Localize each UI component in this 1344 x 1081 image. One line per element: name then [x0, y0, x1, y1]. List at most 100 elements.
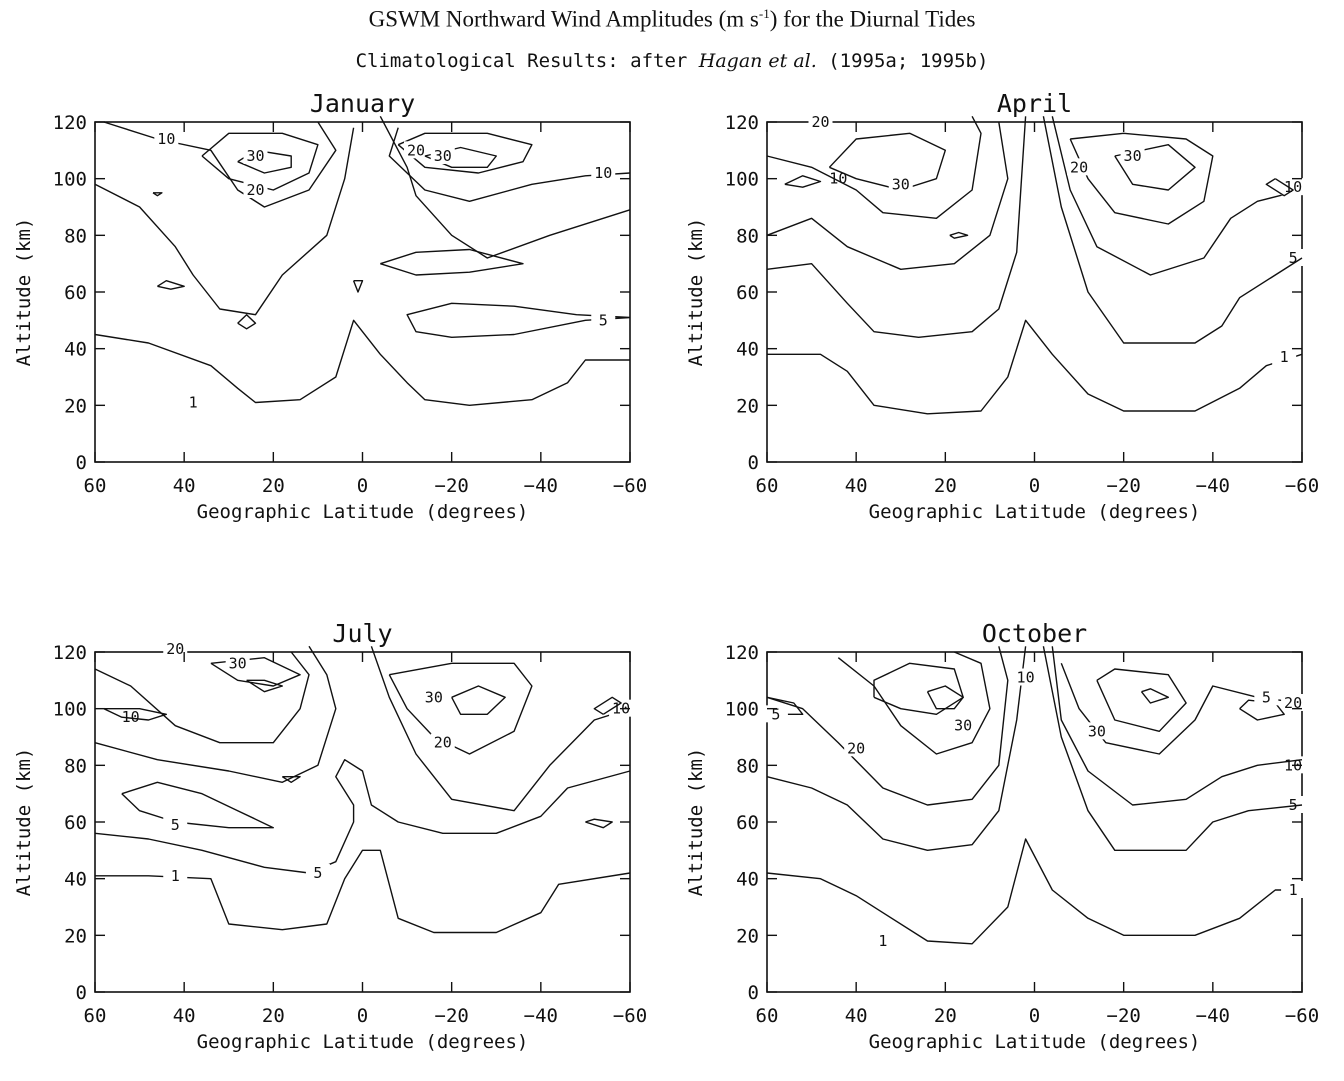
- contour-label-bg: [305, 864, 330, 881]
- x-axis-label: Geographic Latitude (degrees): [869, 501, 1201, 523]
- contour-line: [388, 127, 631, 202]
- x-tick-label: −40: [1196, 475, 1230, 497]
- contour-label: 5: [599, 311, 608, 329]
- contour-line: [281, 776, 301, 783]
- contour-label: 30: [1088, 722, 1106, 740]
- contour-label-bg: [243, 181, 268, 198]
- y-tick-label: 120: [53, 112, 87, 134]
- x-tick-label: −60: [1285, 475, 1319, 497]
- x-tick-label: 20: [934, 1005, 957, 1027]
- contour-line: [1140, 688, 1169, 704]
- contour-line: [380, 248, 524, 276]
- x-axis-label: Geographic Latitude (degrees): [197, 1031, 529, 1053]
- y-tick-label: 100: [53, 169, 87, 191]
- contour-label-bg: [808, 113, 833, 130]
- contour-label-bg: [1281, 694, 1306, 711]
- y-axis-label: Altitude (km): [685, 748, 707, 897]
- contour-line: [766, 838, 1302, 945]
- contour-line: [828, 132, 946, 191]
- contour-label: 20: [847, 739, 865, 757]
- y-tick-label: 20: [736, 395, 759, 417]
- contour-label-bg: [154, 130, 179, 147]
- contour-label-bg: [951, 716, 976, 734]
- contour-label-bg: [870, 932, 895, 949]
- contour-label-bg: [1067, 158, 1092, 176]
- contour-line: [201, 132, 319, 191]
- y-tick-label: 60: [736, 282, 759, 304]
- x-tick-label: 60: [756, 475, 779, 497]
- contour-label-bg: [1084, 722, 1109, 740]
- contour-line: [451, 685, 506, 715]
- x-tick-label: −20: [435, 475, 469, 497]
- contour-label: 5: [1289, 249, 1298, 267]
- contour-label-bg: [1254, 688, 1279, 706]
- y-tick-label: 120: [725, 642, 759, 664]
- contour-label-bg: [181, 393, 206, 411]
- contour-line: [784, 175, 822, 188]
- contour-line: [352, 280, 364, 293]
- x-tick-label: −40: [524, 475, 558, 497]
- contour-label: 30: [434, 147, 452, 165]
- contour-line: [593, 696, 622, 715]
- contour-label: 1: [171, 867, 180, 885]
- title-unit-exponent: -1: [758, 6, 770, 21]
- contour-line: [1265, 178, 1294, 197]
- contour-label: 20: [811, 113, 829, 131]
- title-rest: ) for the Diurnal Tides: [769, 6, 976, 32]
- contour-label-bg: [430, 147, 455, 164]
- figure-subtitle: Climatological Results: after Hagan et a…: [0, 50, 1344, 72]
- contour-label: 20: [166, 640, 184, 658]
- contour-line: [94, 127, 355, 316]
- contour-label-bg: [888, 175, 913, 193]
- contour-label: 10: [1284, 178, 1302, 196]
- contour-label-bg: [1013, 668, 1038, 686]
- contour-label: 30: [425, 688, 443, 706]
- contour-line: [152, 192, 163, 197]
- contour-label-bg: [763, 705, 788, 723]
- subtitle-years: (1995a; 1995b): [816, 50, 989, 72]
- x-tick-label: 20: [262, 475, 285, 497]
- contour-label: 30: [229, 654, 247, 672]
- contour-label-bg: [118, 708, 143, 726]
- contour-line: [767, 319, 1303, 415]
- chart-title: April: [997, 89, 1072, 118]
- contour-label: 5: [171, 816, 180, 834]
- contour-line: [157, 280, 185, 290]
- contour-line: [370, 646, 631, 812]
- contour-line: [121, 781, 274, 829]
- x-tick-label: 0: [1029, 1005, 1040, 1027]
- chart-title: October: [982, 619, 1087, 648]
- contour-label-bg: [243, 147, 268, 164]
- contour-label: 10: [122, 708, 140, 726]
- x-tick-label: −20: [1107, 1005, 1141, 1027]
- contour-label: 1: [189, 394, 198, 412]
- contour-label: 5: [1262, 688, 1271, 706]
- contour-label-bg: [1281, 249, 1306, 266]
- x-tick-label: −40: [524, 1005, 558, 1027]
- contour-line: [94, 651, 310, 744]
- y-axis-label: Altitude (km): [13, 218, 35, 367]
- contour-line: [94, 645, 337, 783]
- plot-frame: [94, 121, 631, 463]
- y-tick-label: 60: [736, 812, 759, 834]
- contour-line: [1096, 668, 1187, 732]
- y-tick-label: 40: [64, 869, 87, 891]
- contour-label: 5: [313, 864, 322, 882]
- contour-group: 1 5 10 10 20 20 30 30: [766, 113, 1306, 415]
- contour-line: [1051, 646, 1303, 806]
- y-tick-label: 40: [736, 869, 759, 891]
- x-tick-label: 40: [845, 1005, 868, 1027]
- y-tick-label: 20: [64, 395, 87, 417]
- subtitle-lead: Climatological Results: after: [355, 50, 699, 72]
- y-tick-label: 100: [53, 699, 87, 721]
- contour-line: [1114, 144, 1196, 191]
- contour-label-bg: [225, 654, 250, 672]
- x-tick-label: 60: [756, 1005, 779, 1027]
- contour-line: [210, 657, 301, 687]
- x-tick-label: 0: [357, 1005, 368, 1027]
- contour-label: 5: [771, 705, 780, 723]
- chart-january: January 1 5 10 10 20 20 30 30 60 40 20 0 −20 −40 −60 0 20…: [13, 89, 647, 523]
